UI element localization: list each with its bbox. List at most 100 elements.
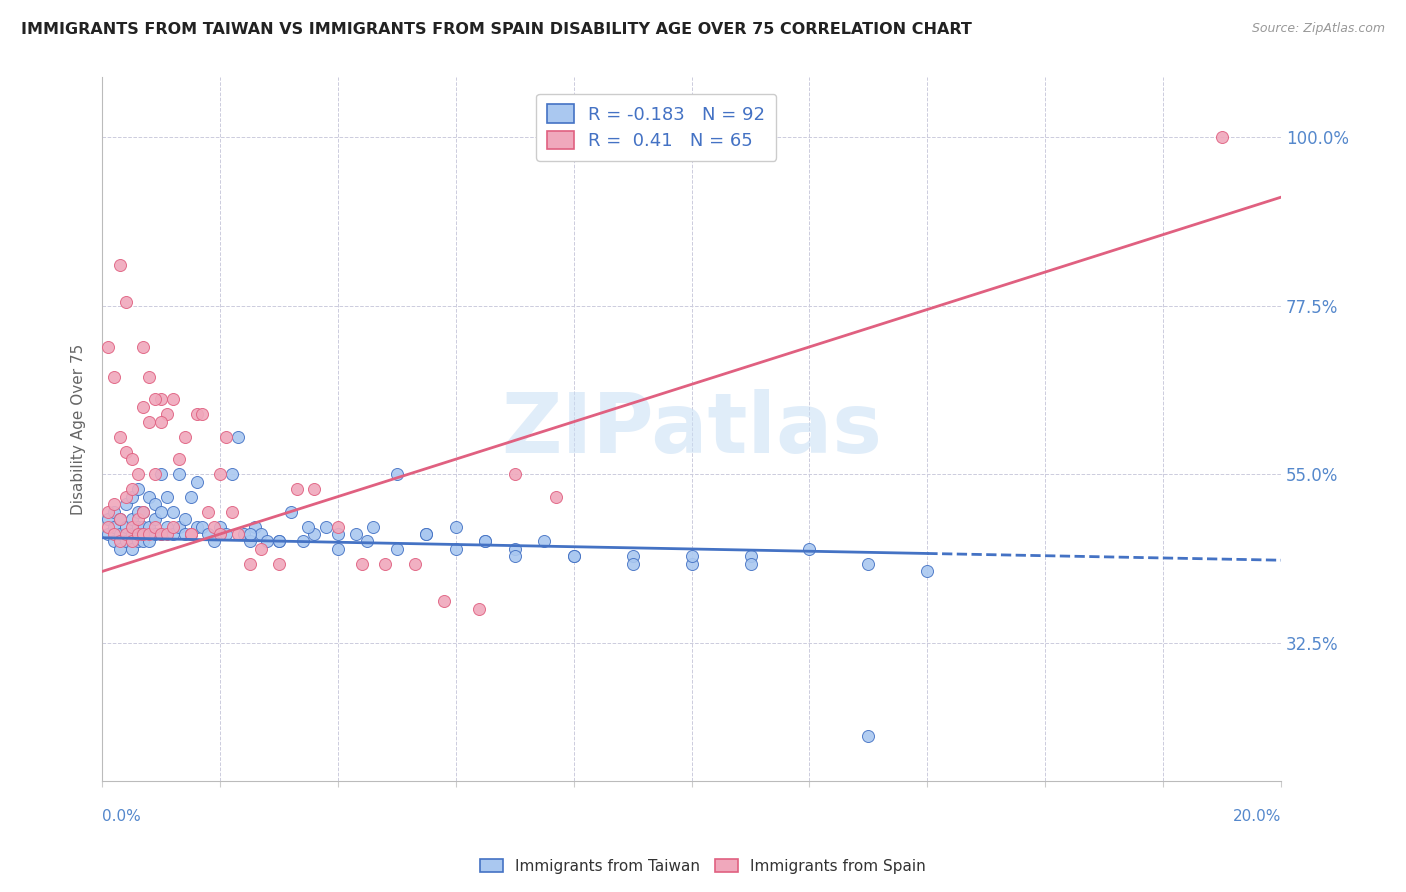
Point <box>143 512 166 526</box>
Point <box>138 519 160 533</box>
Point <box>143 392 166 407</box>
Point <box>180 490 202 504</box>
Point <box>215 430 238 444</box>
Point <box>127 467 149 482</box>
Point <box>468 602 491 616</box>
Point <box>127 527 149 541</box>
Point <box>138 369 160 384</box>
Point <box>156 407 179 421</box>
Point <box>127 534 149 549</box>
Point <box>315 519 337 533</box>
Point <box>385 467 408 482</box>
Point <box>280 504 302 518</box>
Point <box>150 527 173 541</box>
Point <box>103 534 125 549</box>
Point <box>562 549 585 564</box>
Point <box>121 482 143 496</box>
Point <box>374 557 396 571</box>
Point <box>202 519 225 533</box>
Point <box>156 490 179 504</box>
Point <box>114 490 136 504</box>
Text: ZIPatlas: ZIPatlas <box>501 389 882 470</box>
Point <box>103 504 125 518</box>
Point <box>138 490 160 504</box>
Point <box>304 527 326 541</box>
Point <box>186 519 208 533</box>
Point <box>108 512 131 526</box>
Point <box>238 527 260 541</box>
Point <box>238 557 260 571</box>
Point <box>415 527 437 541</box>
Point <box>503 467 526 482</box>
Point <box>121 490 143 504</box>
Point <box>209 519 232 533</box>
Point <box>291 534 314 549</box>
Point <box>245 519 267 533</box>
Point <box>232 527 254 541</box>
Legend: R = -0.183   N = 92, R =  0.41   N = 65: R = -0.183 N = 92, R = 0.41 N = 65 <box>536 94 776 161</box>
Point <box>127 512 149 526</box>
Point <box>226 527 249 541</box>
Point <box>156 527 179 541</box>
Point <box>150 415 173 429</box>
Text: 0.0%: 0.0% <box>103 809 141 824</box>
Point <box>167 467 190 482</box>
Point <box>132 534 155 549</box>
Point <box>681 557 703 571</box>
Point <box>326 541 349 556</box>
Point <box>127 482 149 496</box>
Point <box>150 504 173 518</box>
Point <box>285 482 308 496</box>
Point <box>326 527 349 541</box>
Point <box>356 534 378 549</box>
Point <box>474 534 496 549</box>
Point <box>191 519 214 533</box>
Y-axis label: Disability Age Over 75: Disability Age Over 75 <box>72 343 86 515</box>
Point <box>621 549 644 564</box>
Point <box>221 467 243 482</box>
Point <box>138 527 160 541</box>
Point <box>132 519 155 533</box>
Point <box>186 475 208 489</box>
Point <box>267 534 290 549</box>
Point <box>167 519 190 533</box>
Point <box>150 467 173 482</box>
Point <box>103 497 125 511</box>
Point <box>121 527 143 541</box>
Point <box>162 527 184 541</box>
Point <box>97 519 120 533</box>
Point <box>404 557 426 571</box>
Point <box>191 407 214 421</box>
Point <box>433 594 456 608</box>
Point <box>304 482 326 496</box>
Point <box>238 534 260 549</box>
Point <box>250 527 273 541</box>
Point <box>121 534 143 549</box>
Point <box>103 369 125 384</box>
Point <box>740 549 762 564</box>
Point <box>533 534 555 549</box>
Point <box>202 534 225 549</box>
Point <box>226 430 249 444</box>
Text: Source: ZipAtlas.com: Source: ZipAtlas.com <box>1251 22 1385 36</box>
Point <box>799 541 821 556</box>
Point <box>186 407 208 421</box>
Point <box>173 512 195 526</box>
Point <box>173 527 195 541</box>
Point <box>121 512 143 526</box>
Point <box>544 490 567 504</box>
Point <box>132 340 155 354</box>
Point <box>215 527 238 541</box>
Point <box>97 504 120 518</box>
Point <box>114 497 136 511</box>
Point <box>858 557 880 571</box>
Point <box>267 557 290 571</box>
Point <box>209 467 232 482</box>
Point <box>138 415 160 429</box>
Point <box>143 527 166 541</box>
Point <box>127 519 149 533</box>
Point <box>180 527 202 541</box>
Point <box>474 534 496 549</box>
Point <box>97 512 120 526</box>
Point <box>621 557 644 571</box>
